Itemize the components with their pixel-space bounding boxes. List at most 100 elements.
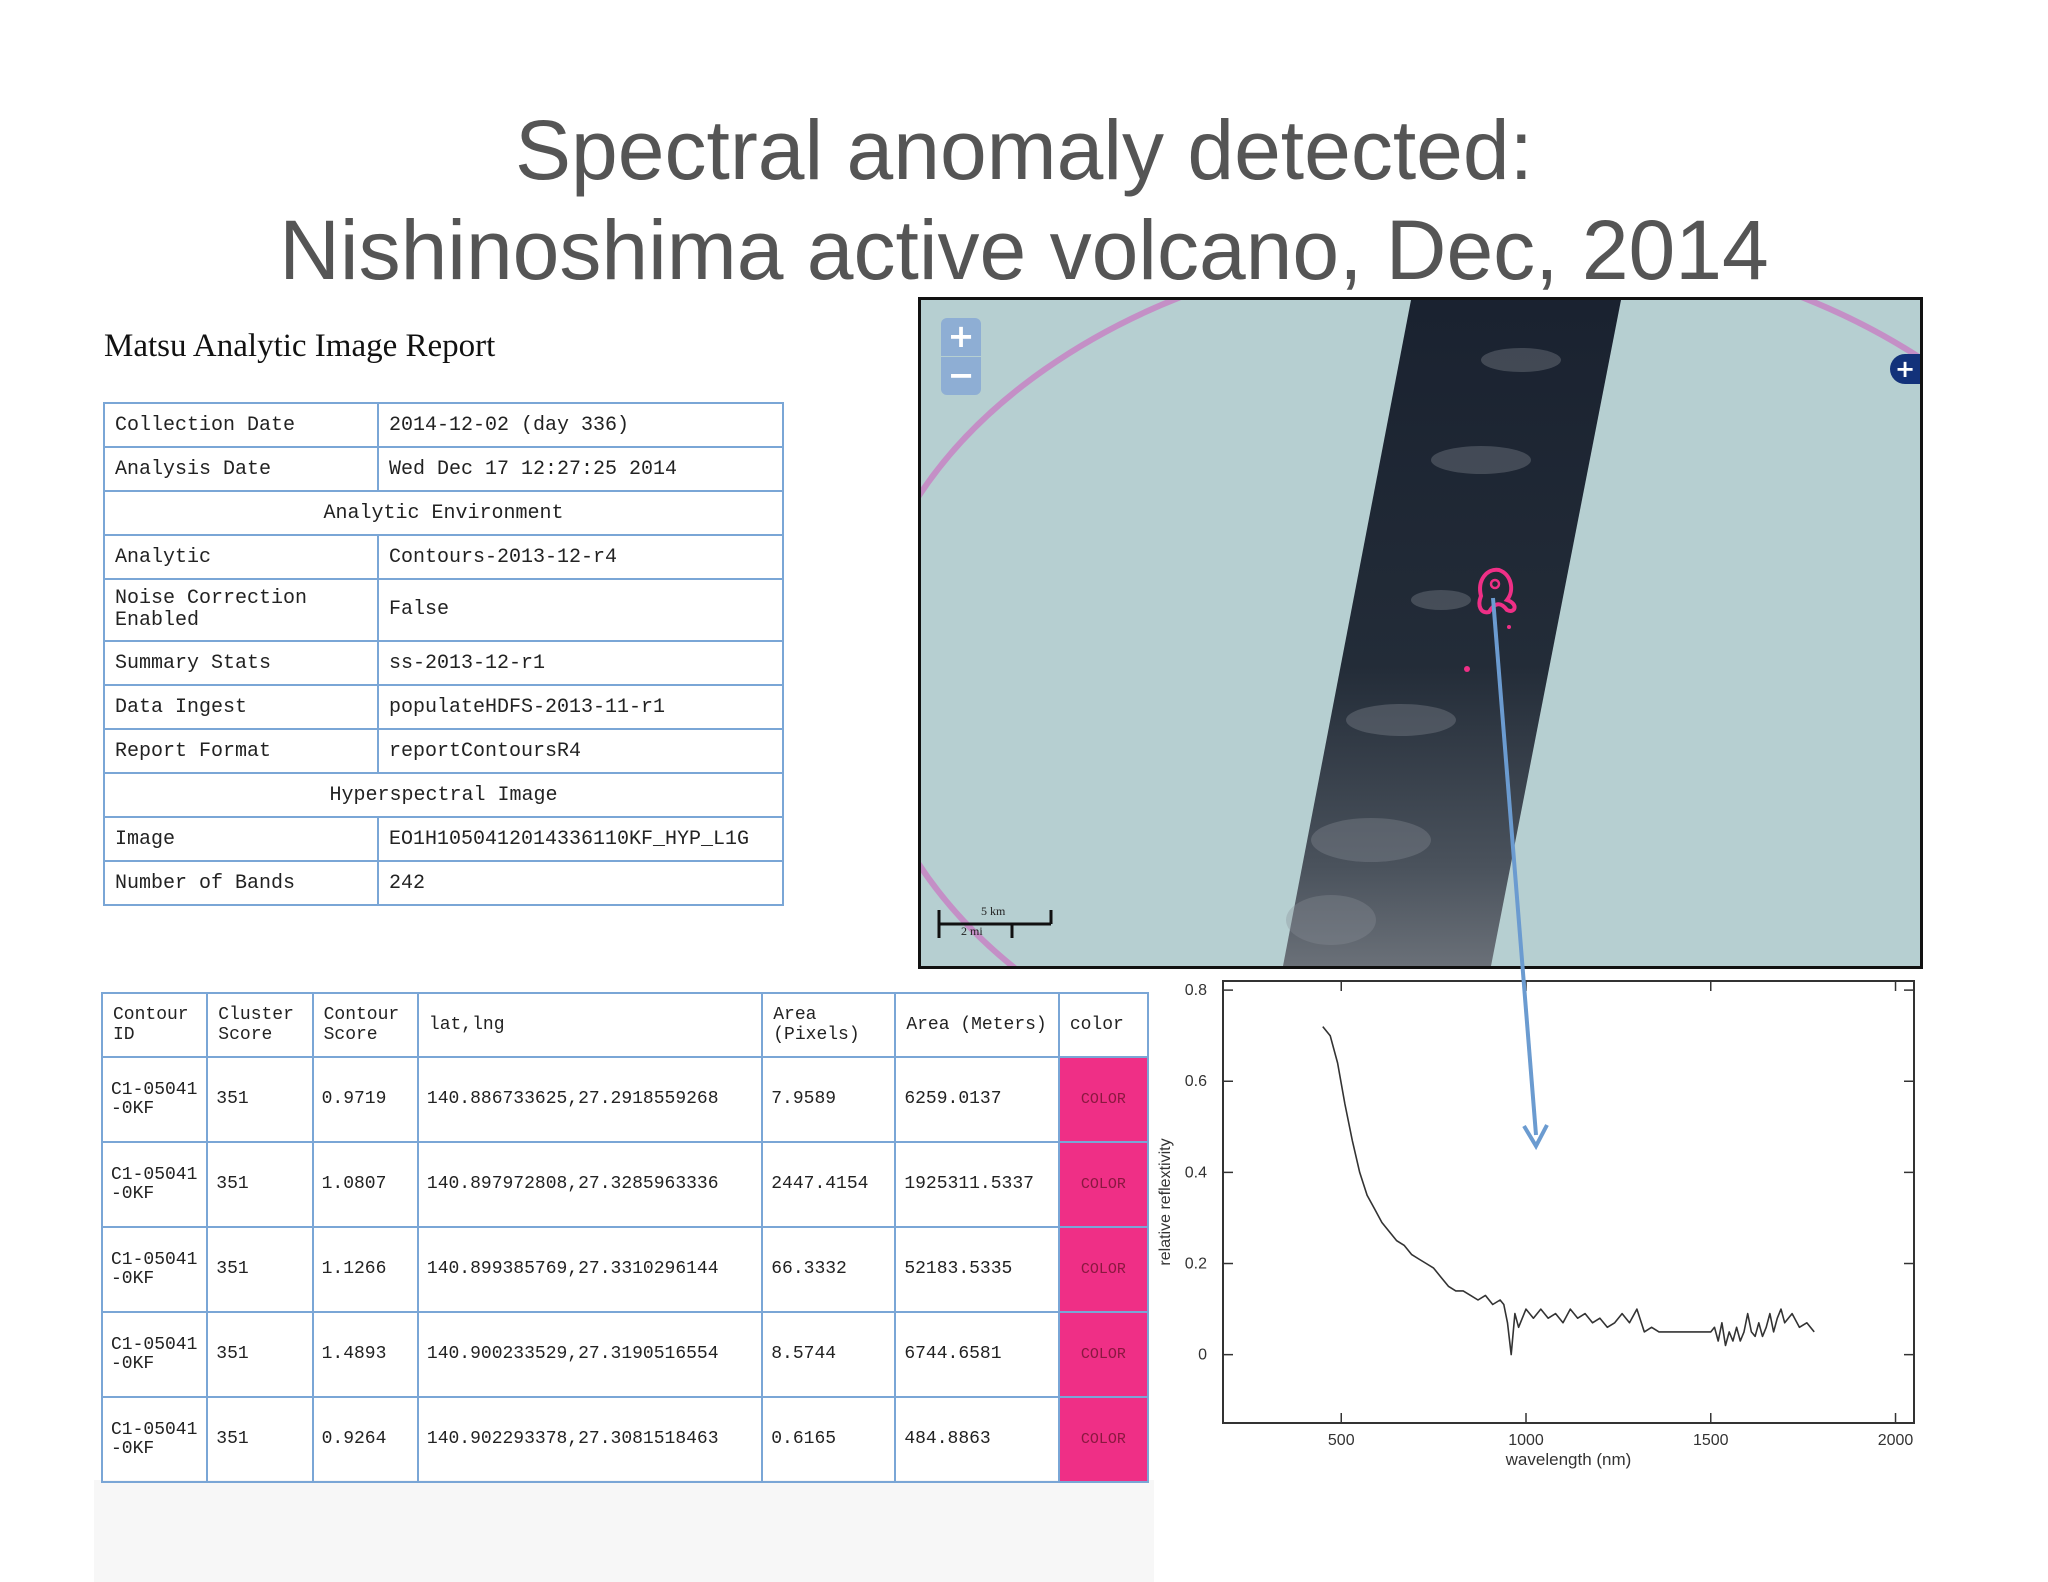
header-area-pixels: Area (Pixels) — [761, 992, 897, 1058]
number-of-bands-label: Number of Bands — [103, 860, 379, 906]
color-swatch-cell: COLOR — [1057, 1142, 1150, 1228]
cluster-score-cell: 351 — [206, 1312, 314, 1398]
y-tick-label: 0.6 — [1185, 1073, 1207, 1090]
contour-score-cell: 1.4893 — [311, 1312, 419, 1398]
contour-score-cell: 1.1266 — [311, 1227, 419, 1313]
lat-lng-cell: 140.897972808,27.3285963336 — [416, 1142, 764, 1228]
analytic-environment-section: Analytic Environment — [103, 490, 784, 536]
table-row: C1-05041-0KF 351 0.9719 140.886733625,27.29… — [100, 1057, 1150, 1143]
image-label: Image — [103, 816, 379, 862]
lat-lng-cell: 140.899385769,27.3310296144 — [416, 1227, 764, 1313]
y-tick-label: 0 — [1198, 1347, 1207, 1364]
table-row: Data Ingest populateHDFS-2013-11-r1 — [103, 684, 784, 730]
cluster-score-cell: 351 — [206, 1397, 314, 1483]
area-meters-cell: 1925311.5337 — [894, 1142, 1060, 1228]
cluster-score-cell: 351 — [206, 1142, 314, 1228]
analytic-value: Contours-2013-12-r4 — [377, 534, 784, 580]
contour-score-cell: 0.9264 — [311, 1397, 419, 1483]
analysis-date-value: Wed Dec 17 12:27:25 2014 — [377, 446, 784, 492]
satellite-image-strip — [1283, 300, 1621, 966]
table-row: Analytic Environment — [103, 490, 784, 536]
slide-title-line-2: Nishinoshima active volcano, Dec, 2014 — [279, 203, 1769, 297]
contour-id-cell: C1-05041-0KF — [100, 1312, 209, 1398]
area-pixels-cell: 7.9589 — [761, 1057, 897, 1143]
x-tick-label: 1000 — [1508, 1432, 1544, 1449]
table-row: Hyperspectral Image — [103, 772, 784, 818]
x-axis-label: wavelength (nm) — [1505, 1450, 1632, 1469]
collection-date-label: Collection Date — [103, 402, 379, 448]
table-background — [94, 1480, 1154, 1582]
x-tick-label: 2000 — [1878, 1432, 1914, 1449]
contour-dot — [1464, 666, 1470, 672]
noise-correction-value: False — [377, 578, 784, 642]
table-header-row: Contour ID Cluster Score Contour Score l… — [100, 992, 1150, 1058]
color-swatch-cell: COLOR — [1057, 1057, 1150, 1143]
image-value: EO1H1050412014336110KF_HYP_L1G — [377, 816, 784, 862]
noise-correction-label: Noise Correction Enabled — [103, 578, 379, 642]
zoom-out-button[interactable]: − — [941, 357, 981, 395]
number-of-bands-value: 242 — [377, 860, 784, 906]
area-pixels-cell: 0.6165 — [761, 1397, 897, 1483]
header-lat-lng: lat,lng — [416, 992, 764, 1058]
area-meters-cell: 52183.5335 — [894, 1227, 1060, 1313]
layer-switcher-button[interactable]: + — [1890, 354, 1920, 384]
color-swatch-cell: COLOR — [1057, 1227, 1150, 1313]
y-tick-label: 0.4 — [1185, 1164, 1207, 1181]
cloud-texture — [1286, 348, 1561, 945]
table-row: C1-05041-0KF 351 1.0807 140.897972808,27.32… — [100, 1142, 1150, 1228]
table-row: C1-05041-0KF 351 0.9264 140.902293378,27.30… — [100, 1397, 1150, 1483]
cluster-score-cell: 351 — [206, 1227, 314, 1313]
color-swatch-cell: COLOR — [1057, 1312, 1150, 1398]
contour-id-cell: C1-05041-0KF — [100, 1142, 209, 1228]
analysis-date-label: Analysis Date — [103, 446, 379, 492]
area-meters-cell: 6744.6581 — [894, 1312, 1060, 1398]
volcano-contour-core — [1489, 578, 1501, 590]
area-meters-cell: 6259.0137 — [894, 1057, 1060, 1143]
slide-title-line-1: Spectral anomaly detected: — [515, 103, 1533, 197]
cluster-score-cell: 351 — [206, 1057, 314, 1143]
data-ingest-value: populateHDFS-2013-11-r1 — [377, 684, 784, 730]
area-meters-cell: 484.8863 — [894, 1397, 1060, 1483]
y-tick-label: 0.2 — [1185, 1256, 1207, 1273]
spectrum-chart-svg: 500 1000 1500 2000 0 0.2 0.4 0.6 0.8 wavelength (… — [1157, 980, 1915, 1469]
contour-id-cell: C1-05041-0KF — [100, 1227, 209, 1313]
report-metadata-table: Collection Date 2014-12-02 (day 336) Ana… — [103, 402, 784, 906]
table-row: Image EO1H1050412014336110KF_HYP_L1G — [103, 816, 784, 862]
data-ingest-label: Data Ingest — [103, 684, 379, 730]
contour-dot — [1507, 625, 1511, 629]
scale-mi-label: 2 mi — [961, 924, 983, 938]
table-row: Analytic Contours-2013-12-r4 — [103, 534, 784, 580]
y-axis-label: relative reflextivity — [1157, 1138, 1174, 1265]
contour-id-cell: C1-05041-0KF — [100, 1057, 209, 1143]
map-canvas — [921, 300, 1920, 966]
x-tick-label: 1500 — [1693, 1432, 1729, 1449]
map-view[interactable]: + − + 5 km 2 mi — [918, 297, 1923, 969]
table-row: C1-05041-0KF 351 1.4893 140.900233529,27.31… — [100, 1312, 1150, 1398]
summary-stats-value: ss-2013-12-r1 — [377, 640, 784, 686]
table-row: C1-05041-0KF 351 1.1266 140.899385769,27.33… — [100, 1227, 1150, 1313]
lat-lng-cell: 140.902293378,27.3081518463 — [416, 1397, 764, 1483]
area-pixels-cell: 66.3332 — [761, 1227, 897, 1313]
table-row: Noise Correction Enabled False — [103, 578, 784, 642]
y-tick-label: 0.8 — [1185, 982, 1207, 999]
table-row: Collection Date 2014-12-02 (day 336) — [103, 402, 784, 448]
report-format-label: Report Format — [103, 728, 379, 774]
contour-id-cell: C1-05041-0KF — [100, 1397, 209, 1483]
header-contour-id: Contour ID — [100, 992, 209, 1058]
summary-stats-label: Summary Stats — [103, 640, 379, 686]
report-heading: Matsu Analytic Image Report — [104, 328, 496, 364]
lat-lng-cell: 140.900233529,27.3190516554 — [416, 1312, 764, 1398]
table-row: Summary Stats ss-2013-12-r1 — [103, 640, 784, 686]
header-color: color — [1057, 992, 1150, 1058]
collection-date-value: 2014-12-02 (day 336) — [377, 402, 784, 448]
color-swatch-cell: COLOR — [1057, 1397, 1150, 1483]
lat-lng-cell: 140.886733625,27.2918559268 — [416, 1057, 764, 1143]
spectrum-series-line — [1322, 1026, 1815, 1356]
area-pixels-cell: 2447.4154 — [761, 1142, 897, 1228]
contour-score-cell: 0.9719 — [311, 1057, 419, 1143]
plot-frame — [1222, 980, 1915, 1424]
table-row: Report Format reportContoursR4 — [103, 728, 784, 774]
table-row: Number of Bands 242 — [103, 860, 784, 906]
zoom-in-button[interactable]: + — [941, 318, 981, 356]
hyperspectral-image-section: Hyperspectral Image — [103, 772, 784, 818]
